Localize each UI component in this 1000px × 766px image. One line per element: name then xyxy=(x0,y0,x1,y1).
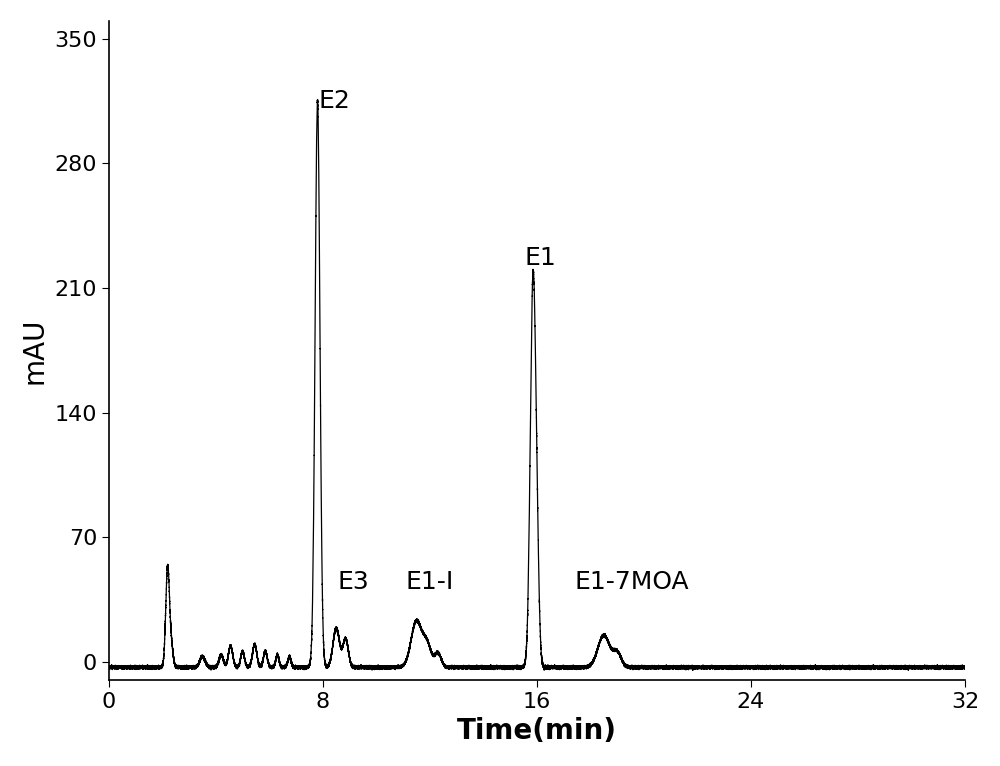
X-axis label: Time(min): Time(min) xyxy=(457,717,617,745)
Text: E1-7MOA: E1-7MOA xyxy=(574,571,689,594)
Text: E3: E3 xyxy=(338,571,369,594)
Y-axis label: mAU: mAU xyxy=(21,317,49,384)
Text: E2: E2 xyxy=(319,90,351,113)
Text: E1: E1 xyxy=(525,246,557,270)
Text: E1-I: E1-I xyxy=(406,571,454,594)
